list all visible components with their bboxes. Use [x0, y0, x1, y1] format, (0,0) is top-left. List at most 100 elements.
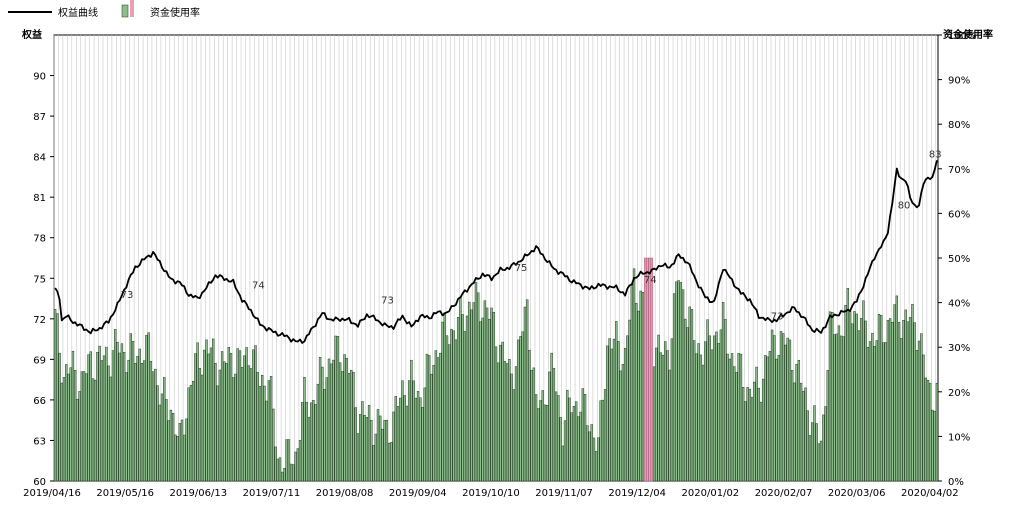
usage-bar [379, 415, 382, 482]
usage-bar [619, 370, 622, 482]
usage-bar [62, 377, 66, 482]
usage-bar [414, 397, 418, 482]
usage-bar [811, 422, 814, 482]
usage-bar [717, 343, 720, 482]
usage-bar [294, 451, 297, 482]
usage-bar [392, 411, 395, 482]
usage-bar [87, 354, 90, 482]
usage-bar [610, 348, 613, 482]
annotation-label: 73 [121, 290, 134, 301]
usage-bar [777, 355, 780, 482]
usage-bar [200, 374, 204, 482]
usage-bar [877, 313, 881, 482]
usage-bar [361, 401, 364, 482]
usage-bar [318, 357, 322, 482]
usage-bar [922, 354, 925, 482]
usage-bar [91, 378, 95, 482]
usage-bar [167, 420, 170, 482]
usage-bar [686, 327, 689, 482]
usage-bar [537, 408, 540, 482]
usage-bar [664, 341, 667, 482]
usage-bar [258, 386, 262, 482]
usage-bar [383, 420, 386, 482]
usage-bar [739, 353, 743, 482]
usage-bar [612, 338, 616, 482]
usage-bar [735, 372, 738, 482]
usage-bar [659, 352, 662, 482]
usage-bar [305, 402, 308, 482]
usage-bar [187, 387, 190, 482]
usage-bar [501, 341, 504, 482]
usage-bar [688, 306, 691, 482]
legend-usage-swatch [121, 4, 129, 18]
usage-bar [278, 457, 282, 482]
usage-bar [350, 369, 353, 482]
usage-bar [82, 371, 86, 482]
usage-bar [917, 340, 921, 482]
usage-bar [479, 321, 482, 482]
x-axis-tick-label: 2019/08/08 [316, 488, 374, 499]
usage-bar [214, 363, 217, 482]
right-axis-tick-label: 30% [948, 343, 970, 354]
usage-bar [895, 295, 898, 482]
usage-bar [706, 319, 709, 482]
usage-bar [218, 369, 222, 482]
usage-bar [114, 329, 117, 482]
usage-bar [191, 380, 195, 482]
annotation-label: 74 [644, 275, 657, 286]
usage-bar [463, 331, 467, 482]
usage-bar [773, 335, 776, 482]
usage-bar [534, 394, 538, 482]
right-axis-tick-label: 70% [948, 165, 970, 176]
usage-bar [71, 350, 75, 482]
usage-bar [303, 377, 306, 482]
usage-bar [541, 390, 544, 482]
usage-bar [768, 351, 772, 482]
usage-bar [581, 388, 585, 482]
usage-bar [332, 359, 335, 482]
usage-bar [363, 415, 366, 482]
usage-bar [519, 336, 522, 482]
right-axis-tick-label: 100% [948, 31, 977, 42]
usage-bar [142, 360, 146, 482]
x-axis-tick-label: 2020/03/06 [828, 488, 886, 499]
usage-bar [748, 388, 752, 482]
usage-bar [708, 335, 711, 482]
usage-bar [532, 367, 536, 482]
usage-bar [276, 458, 279, 482]
usage-bar [844, 305, 847, 482]
usage-bar [546, 405, 549, 482]
usage-bar [312, 399, 315, 482]
usage-bar [272, 408, 275, 482]
usage-bar [356, 433, 360, 482]
usage-bar [163, 377, 166, 482]
usage-bar [470, 309, 473, 482]
usage-bar [336, 336, 340, 482]
usage-bar [744, 401, 747, 482]
usage-bar [183, 434, 186, 482]
usage-bar [69, 367, 72, 482]
usage-bar [430, 373, 433, 482]
usage-bar [338, 362, 342, 482]
x-axis-tick-label: 2019/11/07 [535, 488, 593, 499]
usage-bar [494, 346, 498, 482]
usage-bar [147, 332, 150, 482]
usage-bar [635, 302, 638, 482]
usage-bar [713, 335, 716, 482]
usage-bar [684, 318, 687, 482]
usage-bar [690, 309, 694, 482]
usage-bar [911, 304, 914, 482]
usage-bar [933, 410, 936, 482]
right-axis-tick-label: 50% [948, 254, 970, 265]
usage-bar [189, 384, 193, 482]
axes: 60 63 66 69 72 75 78 81 84 87 90 0% 10% 20% 30% 40% 50% 6… [23, 31, 976, 499]
x-axis-tick-label: 2019/10/10 [462, 488, 520, 499]
usage-bar [261, 374, 264, 482]
usage-bar [160, 393, 164, 482]
usage-bar [806, 410, 809, 482]
usage-bar [757, 387, 760, 482]
usage-bar [750, 397, 754, 482]
usage-bar [247, 365, 251, 482]
usage-bar [570, 412, 573, 482]
usage-bar [891, 322, 894, 482]
